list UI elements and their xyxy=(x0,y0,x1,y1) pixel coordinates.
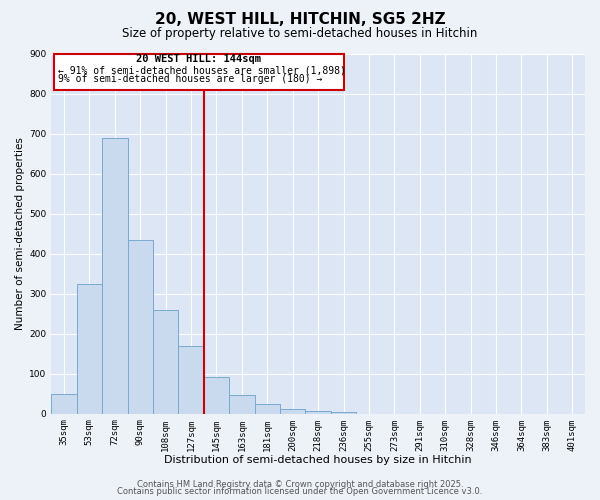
Bar xyxy=(77,284,102,414)
Text: ← 91% of semi-detached houses are smaller (1,898): ← 91% of semi-detached houses are smalle… xyxy=(58,66,346,76)
Text: 20, WEST HILL, HITCHIN, SG5 2HZ: 20, WEST HILL, HITCHIN, SG5 2HZ xyxy=(155,12,445,28)
Bar xyxy=(178,346,204,414)
Y-axis label: Number of semi-detached properties: Number of semi-detached properties xyxy=(15,137,25,330)
Text: 9% of semi-detached houses are larger (180) →: 9% of semi-detached houses are larger (1… xyxy=(58,74,322,84)
Bar xyxy=(153,310,178,414)
Bar xyxy=(229,395,254,413)
Bar xyxy=(254,404,280,413)
FancyBboxPatch shape xyxy=(54,54,344,90)
Bar xyxy=(51,394,77,413)
Bar xyxy=(331,412,356,414)
X-axis label: Distribution of semi-detached houses by size in Hitchin: Distribution of semi-detached houses by … xyxy=(164,455,472,465)
Text: 20 WEST HILL: 144sqm: 20 WEST HILL: 144sqm xyxy=(136,54,261,64)
Text: Contains HM Land Registry data © Crown copyright and database right 2025.: Contains HM Land Registry data © Crown c… xyxy=(137,480,463,489)
Bar xyxy=(128,240,153,414)
Text: Size of property relative to semi-detached houses in Hitchin: Size of property relative to semi-detach… xyxy=(122,28,478,40)
Text: Contains public sector information licensed under the Open Government Licence v3: Contains public sector information licen… xyxy=(118,487,482,496)
Bar xyxy=(305,411,331,414)
Bar xyxy=(280,409,305,414)
Bar xyxy=(102,138,128,413)
Bar xyxy=(204,378,229,414)
